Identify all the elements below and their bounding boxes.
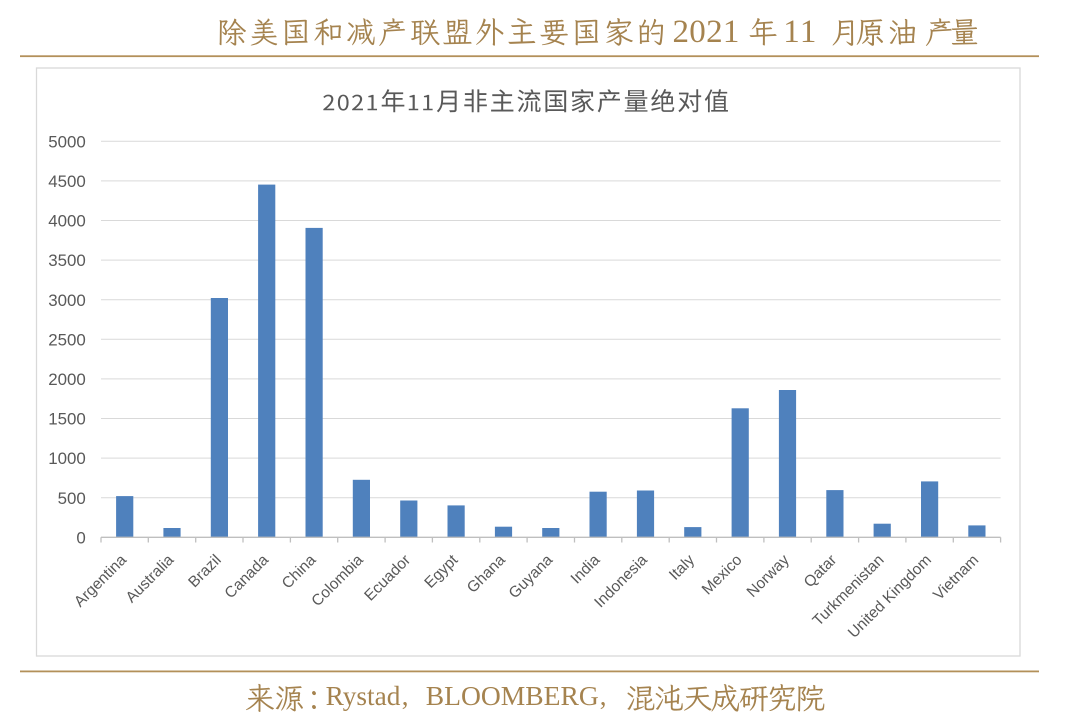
svg-text:1000: 1000 <box>48 449 86 468</box>
svg-text:5000: 5000 <box>48 132 86 151</box>
svg-text:,: , <box>402 681 409 711</box>
svg-text:2500: 2500 <box>48 330 86 349</box>
svg-text:11: 11 <box>783 14 817 50</box>
svg-text:4500: 4500 <box>48 172 86 191</box>
svg-text:4000: 4000 <box>48 212 86 231</box>
svg-text:2000: 2000 <box>48 370 86 389</box>
svg-text:0: 0 <box>76 528 85 547</box>
svg-text:BLOOMBERG: BLOOMBERG <box>426 681 599 711</box>
svg-text:3500: 3500 <box>48 251 86 270</box>
svg-text:2021: 2021 <box>673 14 740 50</box>
svg-text:1500: 1500 <box>48 410 86 429</box>
svg-text:,: , <box>600 681 607 711</box>
svg-text:500: 500 <box>58 489 86 508</box>
svg-text:Rystad: Rystad <box>326 681 401 711</box>
svg-text:3000: 3000 <box>48 291 86 310</box>
